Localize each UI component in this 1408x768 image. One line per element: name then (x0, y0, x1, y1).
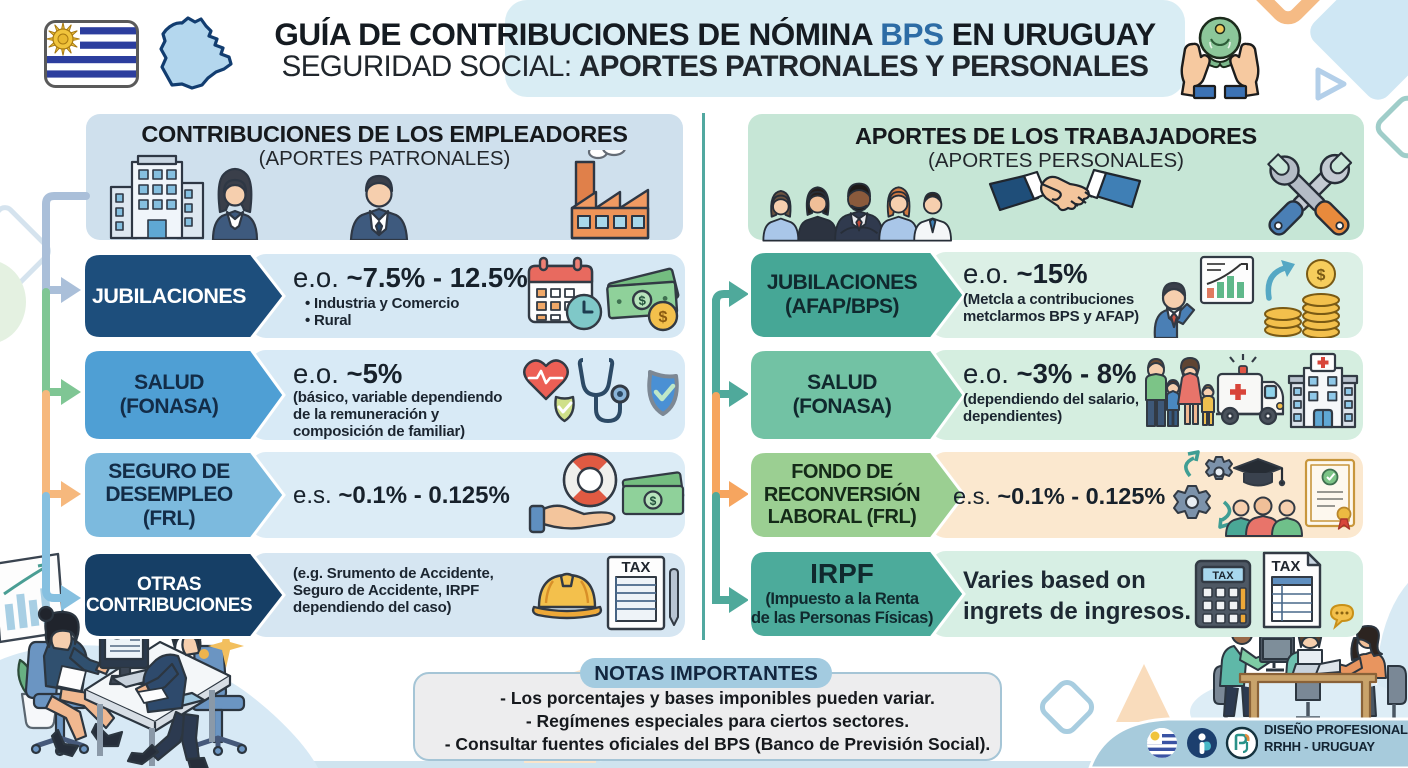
svg-text:TAX: TAX (1212, 570, 1234, 582)
svg-text:$: $ (659, 309, 668, 326)
svg-text:TAX: TAX (1272, 558, 1301, 575)
svg-text:$: $ (1317, 267, 1326, 284)
svg-text:$: $ (638, 293, 647, 309)
svg-text:TAX: TAX (622, 559, 651, 576)
svg-text:$: $ (650, 494, 657, 508)
